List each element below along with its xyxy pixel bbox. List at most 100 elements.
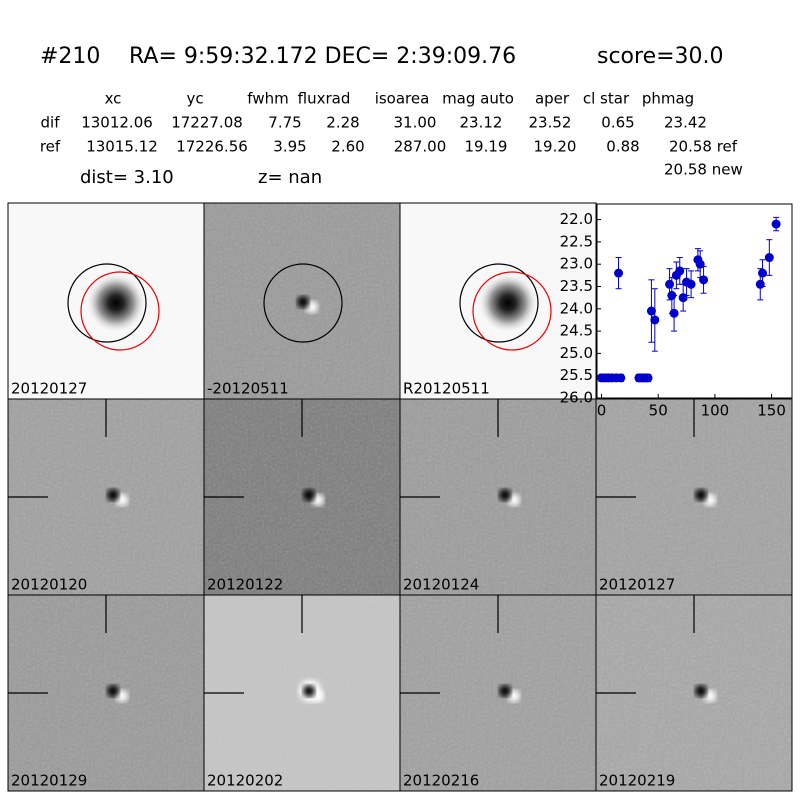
y-tick-label: 23.0 [560,255,593,273]
x-tick-label: 100 [701,402,730,420]
column-header: aper [535,90,570,108]
column-header: isoarea [375,90,430,108]
point [686,279,696,289]
point [699,275,709,285]
table-cell: 287.00 [394,138,447,156]
panel-label: R20120511 [403,380,490,398]
point [755,279,765,289]
table-cell: 3.95 [273,138,306,156]
new-circle [472,271,552,351]
x-tick-label: 150 [757,402,786,420]
source-dark [695,685,707,697]
panel-label: 20120129 [11,772,87,790]
table-cell: 2.60 [331,138,364,156]
table-cell: 20.58 ref [669,138,738,156]
object-id: #210 [40,44,100,69]
dist: dist= 3.10 [80,167,174,188]
table-cell: 23.52 [529,114,572,132]
panel-border [595,594,793,792]
y-tick-label: 22.5 [560,232,593,250]
source-dark [499,489,511,501]
source-dark [107,685,119,697]
column-header: fluxrad [298,90,351,108]
source-dark [499,685,511,697]
source-bright [116,494,128,506]
point [758,268,768,278]
point [764,253,774,263]
column-header: yc [186,90,203,108]
panel-label: 20120202 [207,772,283,790]
point [616,373,626,383]
panel-label: 20120127 [599,576,675,594]
source-bright [704,494,716,506]
y-tick-label: 24.0 [560,299,593,317]
table-cell: 2.28 [326,114,359,132]
point [675,266,685,276]
table-cell: 13012.06 [81,114,153,132]
table-cell: 0.88 [606,138,639,156]
point [614,268,624,278]
new-circle [80,271,160,351]
y-tick-label: 23.5 [560,277,593,295]
point [665,279,675,289]
y-tick-label: 22.0 [560,210,593,228]
panel-label: 20120127 [11,380,87,398]
table-cell: 17226.56 [176,138,248,156]
table-cell: 13015.12 [86,138,158,156]
table-cell: 17227.08 [171,114,243,132]
redshift: z= nan [258,167,322,188]
source-bright [306,301,318,313]
panels: 20120127 -20120511 R20120511 20120120 201201… [7,202,793,792]
row-label: ref [40,138,61,156]
y-tick-label: 25.0 [560,344,593,362]
coordinates: RA= 9:59:32.172 DEC= 2:39:09.76 [129,44,516,69]
ref-circle [459,263,539,343]
source-dark [695,489,707,501]
table-cell: 31.00 [394,114,437,132]
source-bright [704,690,716,702]
x-tick-label: 0 [597,402,607,420]
point [650,315,660,325]
star [478,273,538,333]
chart-area [596,203,793,399]
panel-label: 20120219 [599,772,675,790]
source-bright [116,690,128,702]
source-dark [303,685,315,697]
point [669,308,679,318]
column-header: cl star [583,90,630,108]
row-label: dif [41,114,61,132]
ref-circle [67,263,147,343]
column-header: xc [105,90,122,108]
table-cell: 0.65 [601,114,634,132]
column-header: mag auto [442,90,514,108]
panel-label: 20120122 [207,576,283,594]
point [771,219,781,229]
y-tick-label: 25.5 [560,366,593,384]
source-dark [297,296,309,308]
score: score=30.0 [597,44,724,69]
column-header: fwhm [247,90,288,108]
table-cell: 23.12 [460,114,503,132]
source-bright [508,690,520,702]
panel-label: -20120511 [207,380,289,398]
source-dark [303,489,315,501]
point [643,373,653,383]
panel-label: 20120124 [403,576,479,594]
table-cell: 19.19 [465,138,508,156]
y-tick-label: 26.0 [560,389,593,407]
panel-label: 20120120 [11,576,87,594]
table-cell: 23.42 [664,114,707,132]
star [86,273,146,333]
panel-label: 20120216 [403,772,479,790]
y-tick-label: 24.5 [560,322,593,340]
table-cell: 7.75 [268,114,301,132]
source-bright [508,494,520,506]
point [646,306,656,316]
phmag-new: 20.58 new [664,161,743,179]
table-cell: 19.20 [534,138,577,156]
ref-circle [263,263,343,343]
column-header: phmag [642,90,694,108]
source-bright [312,494,324,506]
